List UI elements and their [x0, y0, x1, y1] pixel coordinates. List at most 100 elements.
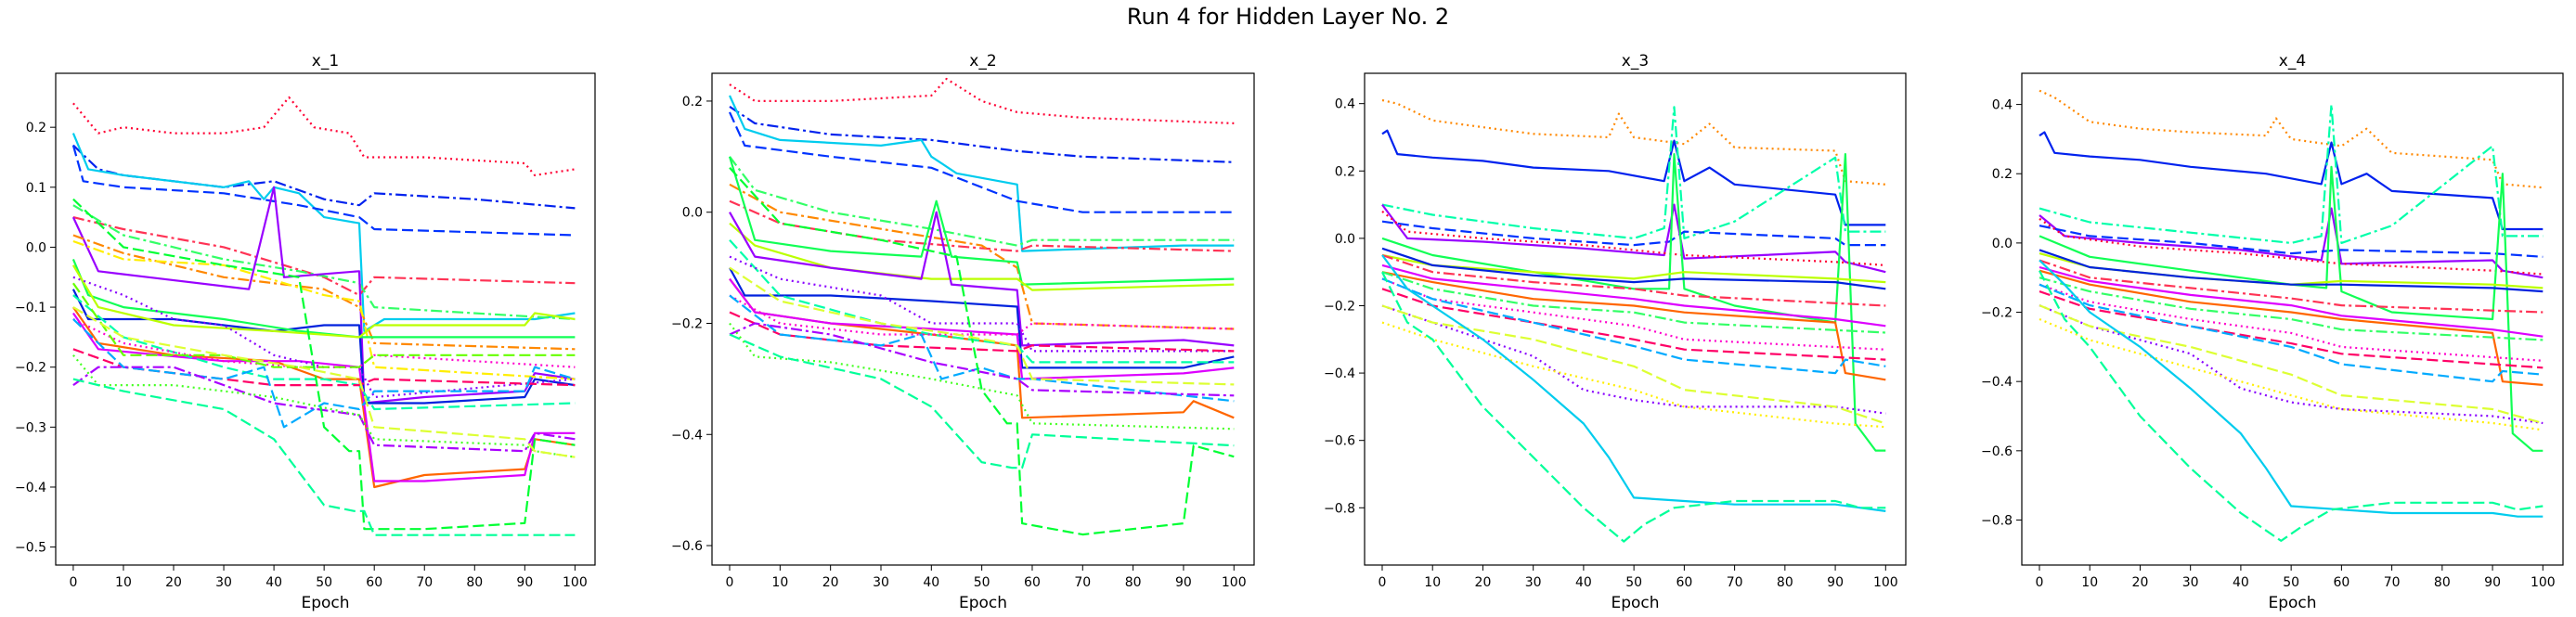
subplot-x_2: 0 10 20 30 40 50 60 70 80 90 100 −0.6 −0.4 −0.2 0.0 0.2…	[671, 52, 1255, 612]
x-tick-label: 20	[165, 575, 182, 590]
series-line-12	[1381, 264, 1886, 328]
series-line-10	[71, 289, 576, 405]
x-tick-label: 30	[1525, 575, 1542, 590]
series-line-2	[729, 105, 1235, 163]
x-tick-label: 70	[2384, 575, 2401, 590]
x-tick-label: 0	[726, 575, 734, 590]
x-tick-label: 10	[2081, 575, 2098, 590]
series-line-5	[1381, 203, 1886, 274]
series-line-3	[728, 95, 1235, 252]
series-line-6	[72, 204, 576, 321]
series-line-15	[72, 294, 576, 411]
subplot-title: x_3	[1622, 52, 1649, 71]
series-line-5	[2039, 225, 2544, 258]
series-line-11	[71, 258, 576, 339]
x-tick-label: 40	[2233, 575, 2249, 590]
series-line-13	[2039, 276, 2544, 341]
subplot-x_4: 0 10 20 30 40 50 60 70 80 90 100 −0.8 −0.6 −0.4 −0.2 0.…	[1981, 52, 2564, 612]
x-tick-label: 90	[516, 575, 533, 590]
series-line-3	[71, 133, 576, 332]
series-line-14	[729, 238, 1235, 364]
x-tick-label: 70	[416, 575, 433, 590]
y-tick-label: −0.6	[671, 539, 703, 554]
series-line-18	[2039, 304, 2544, 425]
y-tick-label: −0.5	[15, 541, 46, 556]
series-line-9	[729, 222, 1235, 291]
subplot-title: x_1	[312, 52, 339, 71]
y-tick-label: −0.2	[15, 361, 46, 376]
series-line-8	[728, 156, 1235, 286]
series-line-4	[728, 111, 1235, 213]
series-line-2	[72, 144, 576, 210]
series-line-1	[729, 77, 1235, 124]
x-tick-label: 50	[316, 575, 332, 590]
x-tick-label: 50	[2283, 575, 2299, 590]
y-tick-label: 0.2	[1992, 167, 2013, 182]
series-line-11	[729, 267, 1235, 369]
x-axis-label: Epoch	[1611, 594, 1659, 612]
x-axis-label: Epoch	[2268, 594, 2316, 612]
x-tick-label: 40	[265, 575, 282, 590]
x-tick-label: 100	[563, 575, 588, 590]
series-line-25	[72, 306, 576, 458]
series-line-9	[2039, 249, 2544, 293]
series-group	[2039, 89, 2544, 542]
x-tick-label: 0	[1379, 575, 1387, 590]
y-tick-label: 0.2	[682, 95, 703, 109]
axes-frame	[1364, 72, 1907, 566]
axes-frame	[55, 72, 596, 566]
y-tick-label: −0.4	[15, 481, 46, 495]
y-tick-label: 0.4	[1335, 97, 1355, 112]
y-tick-label: 0.0	[1992, 237, 2013, 251]
series-group	[71, 96, 576, 536]
series-line-6	[2039, 217, 2544, 276]
series-line-9	[72, 239, 576, 380]
series-line-15	[2039, 290, 2544, 369]
y-tick-label: 0.2	[26, 121, 46, 135]
y-tick-label: 0.2	[1335, 164, 1355, 179]
series-line-21	[2039, 270, 2544, 542]
series-line-13	[1381, 271, 1886, 334]
series-line-19	[729, 322, 1235, 397]
series-line-7	[2039, 165, 2544, 452]
series-line-16	[72, 276, 576, 399]
x-tick-label: 100	[1873, 575, 1898, 590]
x-tick-label: 20	[822, 575, 839, 590]
series-line-23	[72, 198, 576, 531]
series-line-5	[72, 216, 576, 297]
y-tick-label: −0.6	[1981, 444, 2013, 459]
y-tick-label: −0.4	[1324, 366, 1355, 381]
x-axis-label: Epoch	[959, 594, 1007, 612]
x-tick-label: 80	[1125, 575, 1142, 590]
subplot-title: x_2	[969, 52, 996, 71]
series-line-5	[729, 156, 1235, 247]
x-tick-label: 10	[771, 575, 788, 590]
series-line-16	[2039, 283, 2544, 383]
x-tick-label: 40	[1575, 575, 1592, 590]
y-tick-label: 0.0	[682, 206, 703, 221]
subplot-x_3: 0 10 20 30 40 50 60 70 80 90 100 −0.8 −0.6 −0.4 −0.2 0.…	[1324, 52, 1907, 612]
series-line-20	[2039, 259, 2544, 518]
x-tick-label: 80	[1777, 575, 1793, 590]
x-tick-label: 60	[2333, 575, 2349, 590]
x-tick-label: 0	[2036, 575, 2044, 590]
axes-frame	[711, 72, 1255, 566]
y-tick-label: 0.0	[1335, 232, 1355, 247]
series-line-14	[71, 312, 576, 482]
series-line-1	[72, 96, 576, 176]
series-line-17	[72, 318, 576, 368]
x-tick-label: 0	[69, 575, 77, 590]
series-line-16	[729, 294, 1235, 336]
subplot-x_1: 0 10 20 30 40 50 60 70 80 90 100 −0.5 −0.4 −0.3 −0.2 −0…	[15, 52, 596, 612]
series-line-24	[72, 378, 576, 536]
series-line-7	[71, 186, 576, 405]
series-line-12	[2039, 265, 2544, 338]
series-line-15	[1381, 288, 1886, 361]
series-line-14	[2039, 283, 2544, 362]
x-tick-label: 60	[366, 575, 382, 590]
x-tick-label: 20	[2132, 575, 2149, 590]
x-tick-label: 20	[1475, 575, 1492, 590]
x-tick-label: 70	[1727, 575, 1743, 590]
y-tick-label: −0.6	[1324, 434, 1355, 449]
